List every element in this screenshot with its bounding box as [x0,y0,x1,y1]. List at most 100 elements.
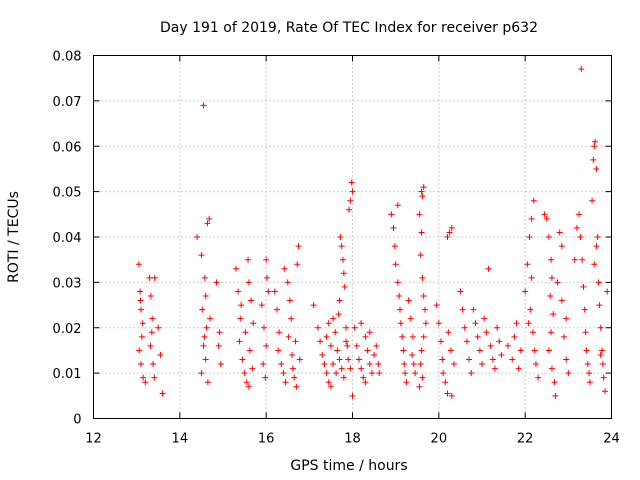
data-point [351,324,358,331]
data-point [551,379,558,386]
data-point [481,315,488,322]
data-point [561,333,568,340]
data-point [325,379,332,386]
data-point [593,165,600,172]
data-point [366,329,373,336]
data-point [599,361,606,368]
data-point [439,356,446,363]
data-point [291,374,298,381]
data-point [396,306,403,313]
axis-ticks [93,55,612,419]
data-point [581,306,588,313]
data-point [330,315,337,322]
data-point [593,243,600,250]
data-point [204,379,211,386]
data-point [366,361,373,368]
data-point [371,351,378,358]
data-point [296,356,303,363]
y-tick-label: 0.02 [53,322,82,337]
data-point [147,292,154,299]
data-point [333,370,340,377]
data-point [418,188,425,195]
data-point [597,324,604,331]
x-tick-labels: 12 14 16 18 20 22 24 [85,432,620,447]
data-point [362,333,369,340]
data-point [472,320,479,327]
data-point [583,347,590,354]
data-point [248,297,255,304]
data-point [390,224,397,231]
data-point [400,347,407,354]
data-point [273,306,280,313]
data-point [282,379,289,386]
data-point [527,306,534,313]
data-point [573,224,580,231]
data-point [310,302,317,309]
data-point [338,243,345,250]
y-tick-labels: 0 0.01 0.02 0.03 0.04 0.05 0.06 0.07 0.08 [53,50,82,428]
data-point [149,315,156,322]
data-point [275,347,282,354]
data-point [362,379,369,386]
data-point [541,211,548,218]
x-tick-label: 18 [344,432,361,447]
data-point [203,324,210,331]
data-point [368,370,375,377]
data-point [139,320,146,327]
data-point [547,292,554,299]
data-point [528,274,535,281]
data-point [341,283,348,290]
data-point [151,274,158,281]
data-point [577,234,584,240]
data-point [580,283,587,290]
data-point [418,347,425,354]
data-point [241,370,248,377]
data-point [360,374,367,381]
y-tick-label: 0.06 [53,140,82,155]
data-point [280,370,287,377]
data-point [239,356,246,363]
data-point [513,320,520,327]
data-point [422,320,429,327]
data-point [148,329,155,336]
data-point [340,270,347,277]
data-point [286,297,293,304]
data-point [245,279,252,286]
data-point [582,329,589,336]
data-point [529,329,536,336]
x-axis-label: GPS time / hours [290,458,407,474]
data-point [579,256,586,263]
data-point [558,243,565,250]
y-tick-label: 0.08 [53,50,82,65]
data-point [457,288,464,295]
data-point [349,188,356,195]
data-point [479,361,485,368]
x-tick-label: 24 [603,432,620,447]
data-point [592,138,599,145]
data-points [135,66,611,399]
data-point [597,351,604,358]
data-point [410,361,417,368]
data-point [142,379,149,386]
data-point [483,329,490,336]
data-point [294,261,301,268]
data-point [401,361,408,368]
data-point [409,351,416,358]
data-point [250,320,257,327]
data-point [586,370,593,377]
data-point [491,365,498,372]
data-point [596,302,603,309]
data-point [522,288,529,295]
data-point [264,274,271,281]
data-point [586,379,593,386]
data-point [243,379,250,386]
data-point [448,392,455,399]
data-point [285,333,292,340]
data-point [416,211,423,218]
data-point [327,383,334,390]
data-point [392,261,399,268]
y-tick-label: 0.04 [53,231,82,246]
data-point [571,256,578,263]
data-point [348,179,355,186]
